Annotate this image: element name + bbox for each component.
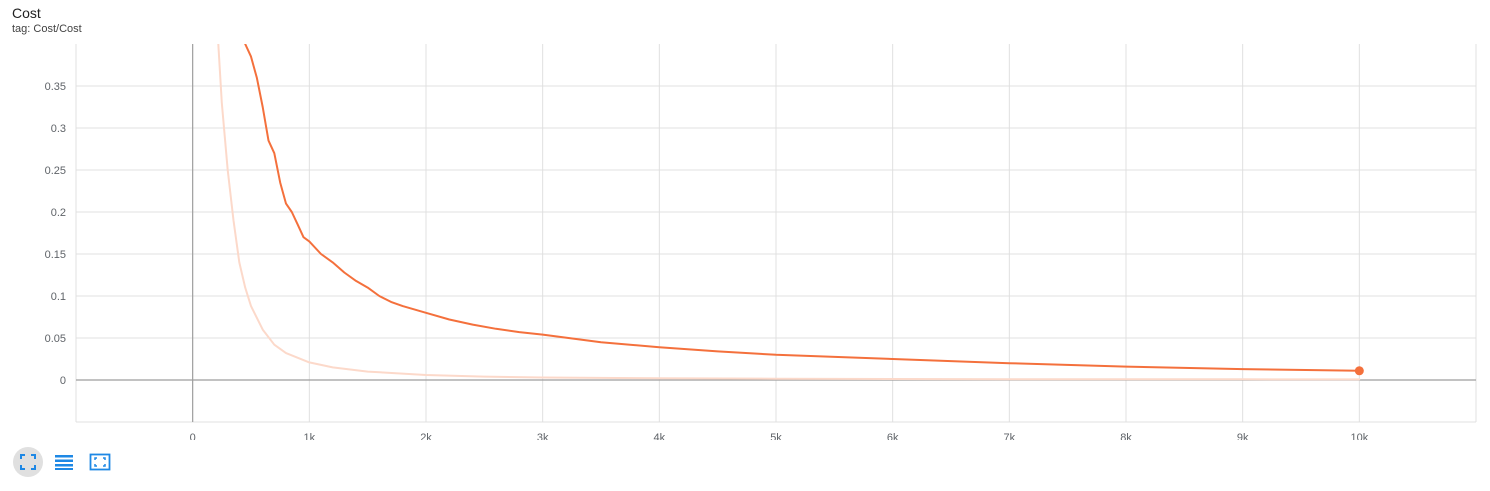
- series-layer: [217, 44, 1364, 381]
- chart-title: Cost: [12, 5, 41, 21]
- x-tick-label: 6k: [887, 432, 899, 440]
- y-tick-label: 0.2: [51, 207, 66, 219]
- y-tick-label: 0.15: [45, 249, 66, 261]
- x-tick-label: 7k: [1004, 432, 1016, 440]
- last-point-marker: [1354, 366, 1364, 376]
- chart-toolbar: [13, 447, 115, 477]
- cost-line-chart[interactable]: 0 1k 2k 3k 4k 5k 6k 7k 8k 9k 10k 0 0.05 0.1 0.15 0.2 0.…: [0, 0, 1490, 440]
- x-tick-label: 10k: [1350, 432, 1368, 440]
- x-tick-label: 3k: [537, 432, 549, 440]
- x-tick-label: 2k: [420, 432, 432, 440]
- x-tick-label: 9k: [1237, 432, 1249, 440]
- y-tick-label: 0: [60, 375, 66, 387]
- fit-domain-icon: [20, 454, 36, 470]
- grid-lines: [75, 44, 1477, 423]
- y-tick-label: 0.1: [51, 291, 66, 303]
- data-selection-button[interactable]: [49, 447, 79, 477]
- chart-tag: tag: Cost/Cost: [12, 23, 82, 35]
- x-tick-labels: 0 1k 2k 3k 4k 5k 6k 7k 8k 9k 10k: [190, 432, 1369, 440]
- y-tick-labels: 0 0.05 0.1 0.15 0.2 0.25 0.3 0.35: [45, 81, 66, 387]
- x-tick-label: 4k: [654, 432, 666, 440]
- fit-to-data-button[interactable]: [85, 447, 115, 477]
- smoothed-series-line: [244, 44, 1361, 372]
- x-tick-label: 5k: [770, 432, 782, 440]
- x-tick-label: 8k: [1120, 432, 1132, 440]
- y-tick-label: 0.25: [45, 165, 66, 177]
- x-tick-label: 1k: [304, 432, 316, 440]
- y-tick-label: 0.05: [45, 333, 66, 345]
- x-tick-label: 0: [190, 432, 196, 440]
- y-tick-label: 0.3: [51, 123, 66, 135]
- fit-domain-button[interactable]: [13, 447, 43, 477]
- data-selection-list-icon: [55, 455, 73, 470]
- y-tick-label: 0.35: [45, 81, 66, 93]
- fit-to-data-icon: [89, 453, 111, 471]
- raw-series-line: [217, 44, 1361, 381]
